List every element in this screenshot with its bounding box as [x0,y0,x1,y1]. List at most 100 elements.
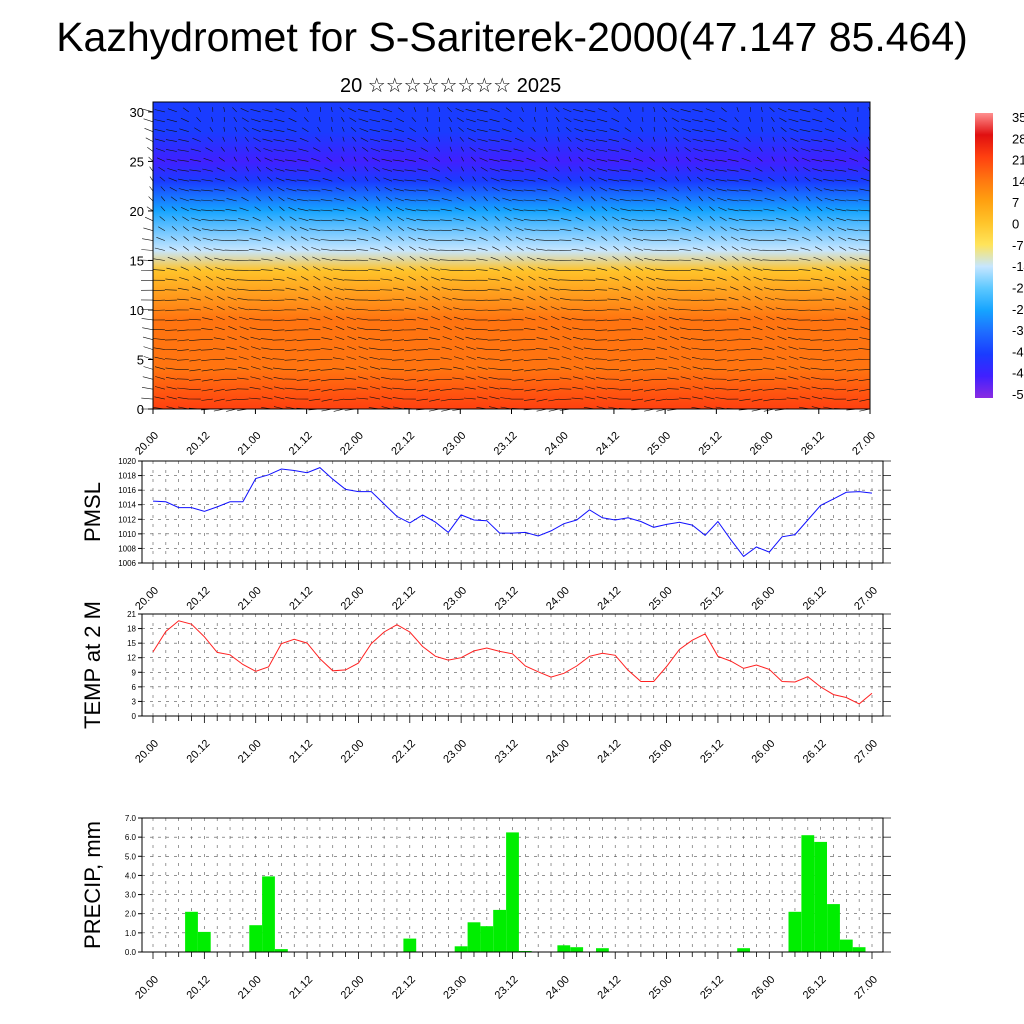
wind-barb [392,329,404,332]
wind-barb [752,267,763,271]
wind-barb [822,319,835,321]
wind-barb [751,188,763,192]
y-tick-label: 5.0 [125,852,137,861]
wind-barb [774,388,787,390]
wind-barb [622,227,632,231]
wind-barb [799,109,811,113]
wind-barb [740,168,751,172]
x-tick-label: 24.00 [544,974,572,1002]
wind-barb [452,228,464,231]
wind-barb [171,226,178,231]
wind-barb [815,196,823,202]
wind-barb [447,107,453,113]
wind-barb [572,238,584,241]
wind-barb [466,118,476,123]
wind-barb [332,268,345,271]
wind-barb [596,139,608,142]
wind-barb [158,167,166,172]
wind-barb [525,237,536,241]
wind-barb [676,166,680,172]
wind-barb [547,388,560,391]
wind-barb [466,227,476,231]
wind-barb [347,346,357,350]
wind-barb [428,188,440,192]
wind-barb [228,326,237,331]
wind-barb [250,376,261,380]
wind-barb [687,186,692,192]
x-tick-label: 20.00 [133,974,161,1002]
wind-barb [145,137,154,142]
wind-barb [226,346,237,350]
wind-barb [417,168,428,172]
wind-barb [460,166,464,172]
series-line [152,620,873,705]
wind-barb [246,156,249,162]
wind-barb [643,348,655,350]
wind-barb [791,147,799,152]
wind-barb [836,148,847,152]
wind-barb [448,117,453,122]
wind-barb [204,296,213,301]
wind-barb [675,176,680,182]
wind-barb [243,127,249,132]
wind-barb [801,157,811,162]
wind-barb [476,347,488,350]
wind-barb [194,127,201,132]
precip-bar [262,876,275,952]
wind-barb [311,158,321,162]
wind-barb [394,197,404,202]
wind-barb [584,396,596,400]
wind-barb [475,338,488,340]
precip-bar [506,832,519,952]
wind-barb [480,226,488,231]
y-tick-label: 1018 [118,472,136,481]
wind-barb [386,206,393,212]
wind-barb [846,219,859,222]
wind-barb [227,296,237,301]
wind-barb [630,338,644,340]
wind-barb [404,359,416,362]
wind-barb [177,397,189,400]
wind-barb [417,237,428,241]
wind-barb [483,186,488,192]
wind-barb [480,167,488,172]
x-tick-label: 21.12 [287,738,315,766]
wind-barb [539,286,548,291]
wind-barb [670,108,679,113]
wind-barb [464,386,476,390]
wind-barb [353,166,357,172]
wind-barb [800,386,811,390]
wind-barb [756,156,763,162]
wind-barb [716,188,727,192]
x-tick-label: 24.12 [595,738,623,766]
wind-barb [739,179,751,182]
wind-barb [573,366,584,370]
wind-barb [714,387,727,390]
wind-barb [358,356,369,360]
wind-barb [691,347,703,350]
wind-barb [320,209,333,212]
wind-barb [763,357,775,360]
wind-barb [438,116,441,122]
wind-barb [810,329,823,331]
wind-barb [320,199,333,202]
wind-barb [714,349,727,352]
wind-barb [786,309,799,311]
wind-barb [332,259,345,261]
wind-barb [212,348,225,350]
wind-barb [772,146,775,152]
wind-barb [608,287,620,291]
wind-barb [346,326,357,331]
wind-barb [204,256,213,261]
wind-barb [678,259,691,261]
wind-barb [252,216,261,222]
wind-barb [287,197,297,202]
wind-barb [398,236,405,241]
wind-barb [525,168,536,172]
wind-barb [738,359,751,361]
wind-barb [505,246,512,251]
wind-barb [300,236,309,241]
wind-barb [331,116,333,122]
wind-barb [849,157,859,162]
wind-barb [463,309,476,311]
